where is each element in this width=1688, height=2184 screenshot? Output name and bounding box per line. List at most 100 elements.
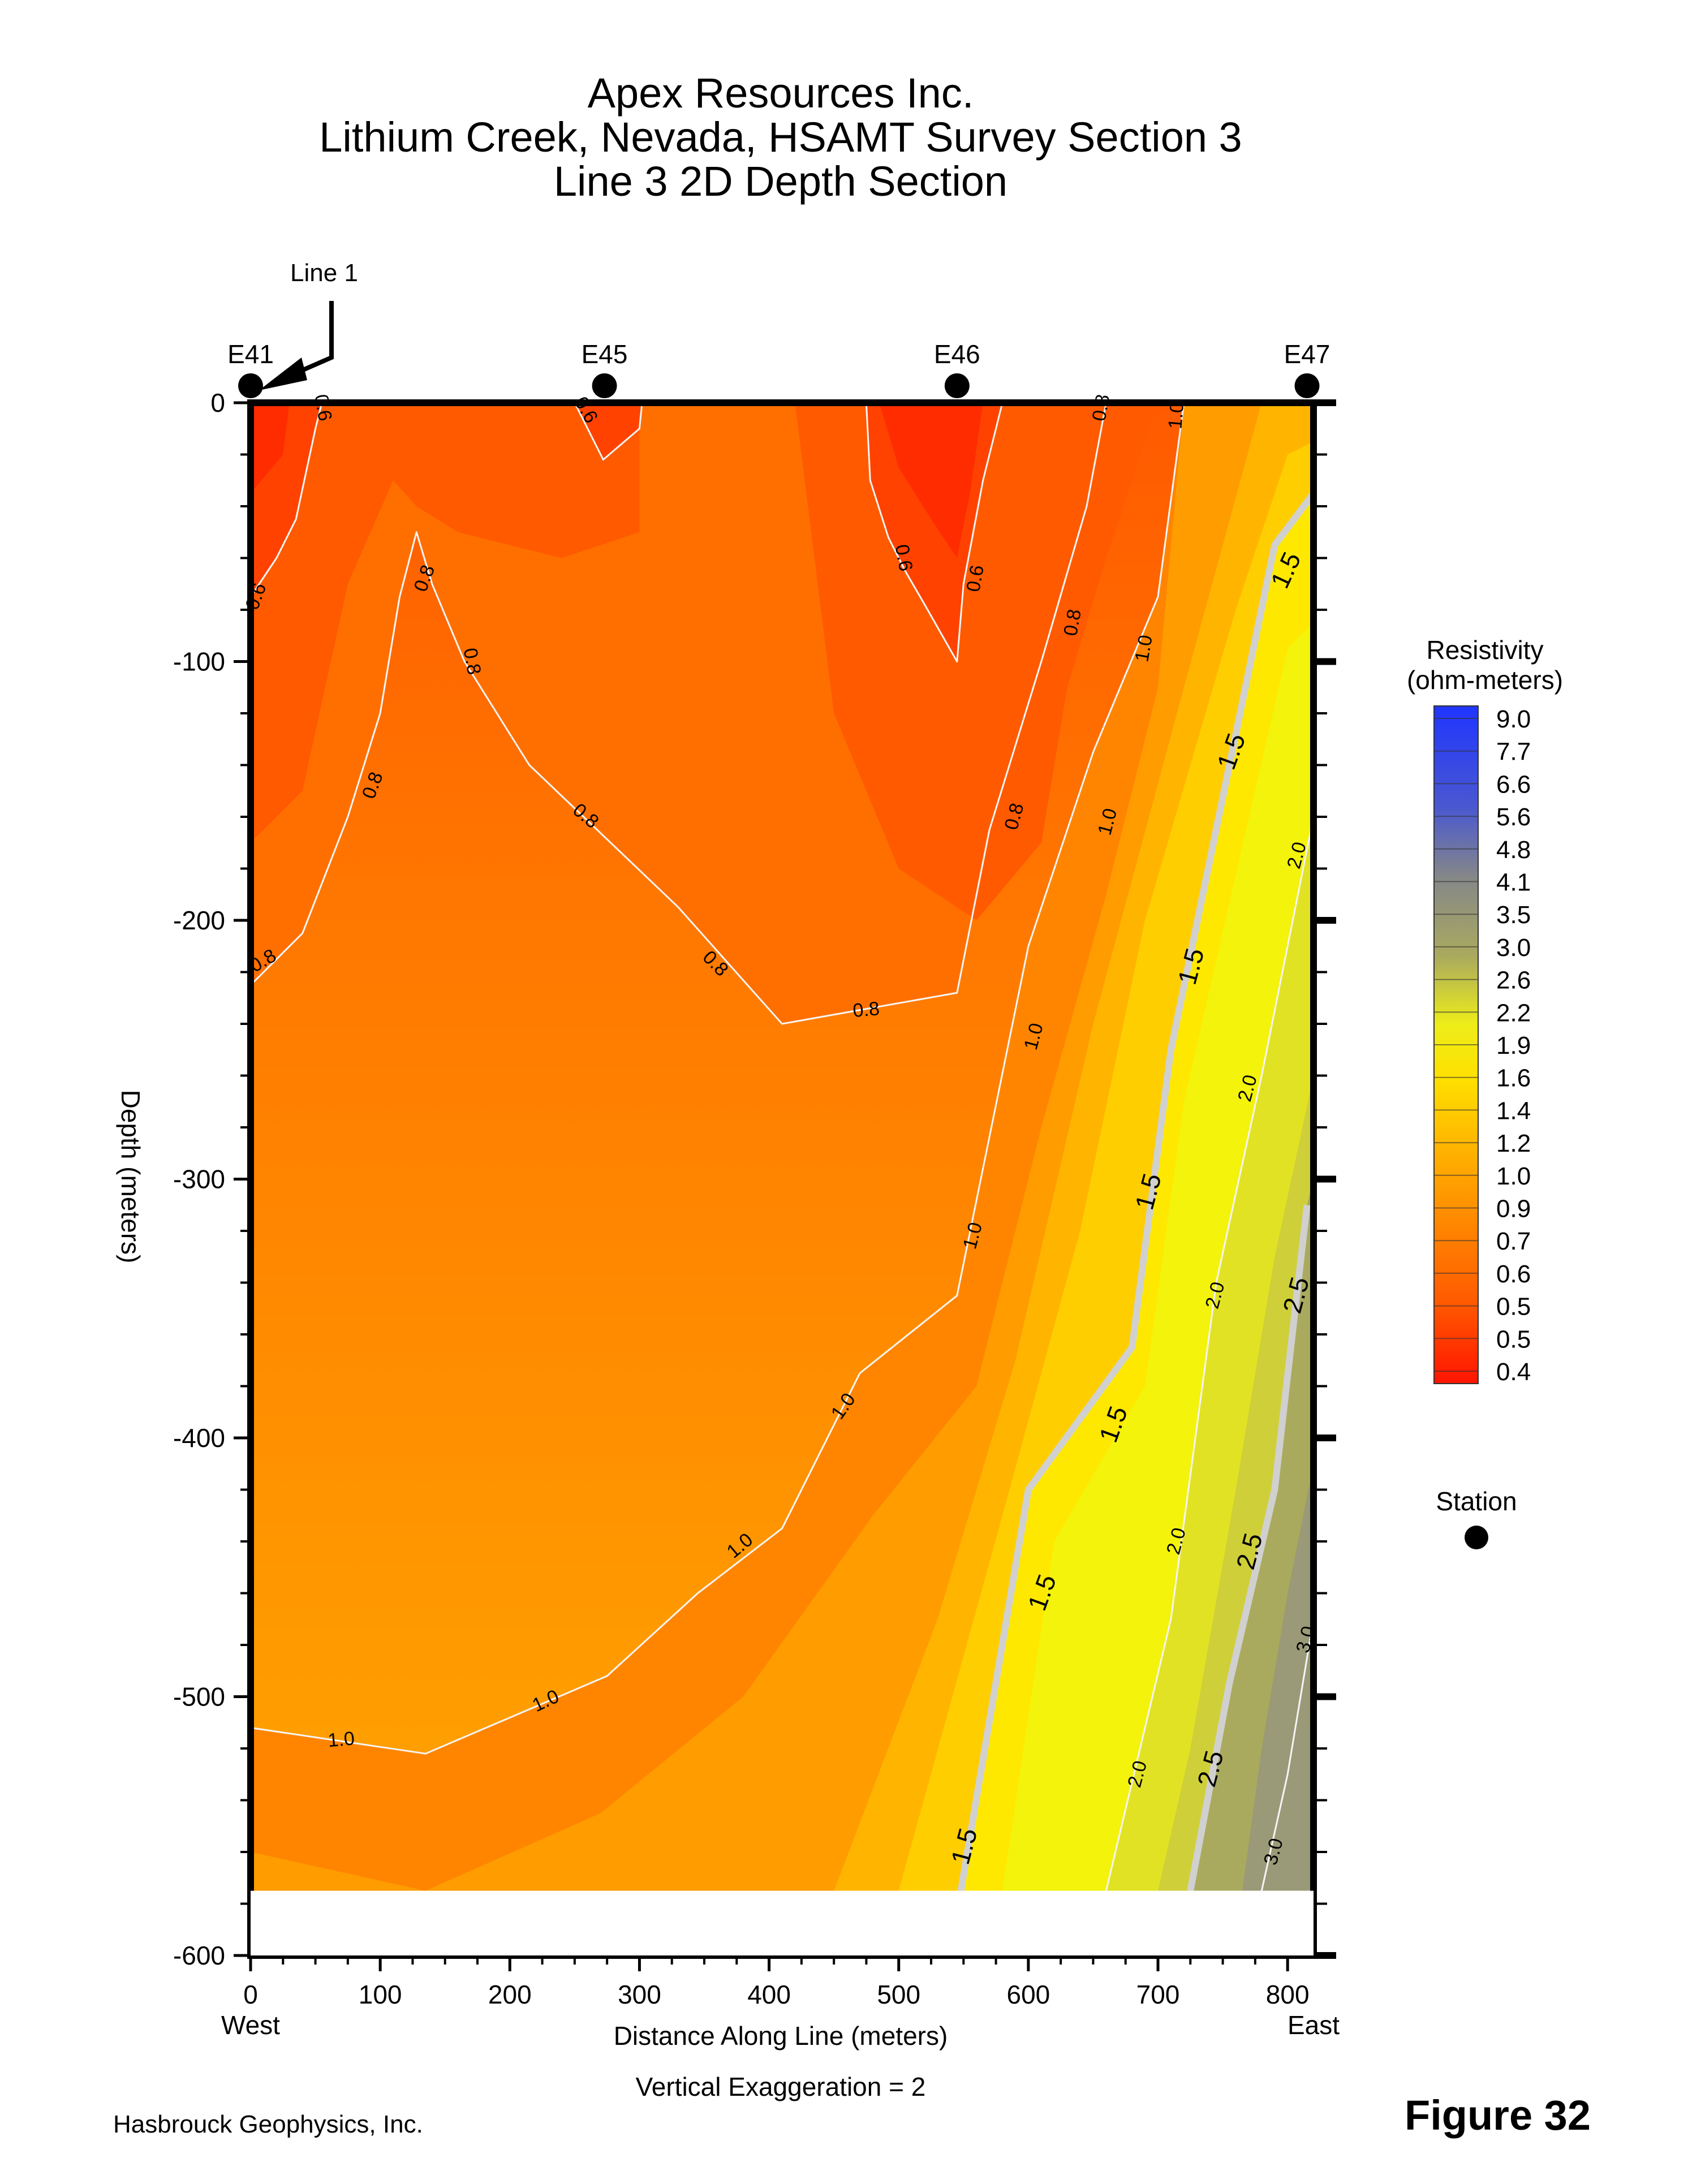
y-tick-label: -500	[173, 1682, 225, 1712]
contour-line-0-6	[574, 402, 643, 461]
contour-label: 0.8	[1088, 393, 1114, 423]
colorbar-level-label: 2.6	[1496, 967, 1531, 994]
colorbar: Resistivity (ohm-meters) 9.0 7.7 6.6 5.6 4.8…	[1407, 635, 1563, 1386]
contour-label: 0.8	[852, 998, 880, 1022]
colorbar-level-label: 0.5	[1496, 1293, 1531, 1321]
x-tick-label: 200	[488, 1980, 532, 2009]
contour-label: 0.8	[1060, 608, 1086, 637]
colorbar-title-line-2: (ohm-meters)	[1407, 665, 1563, 695]
y-axis-title: Depth (meters)	[116, 1090, 145, 1264]
chart-title-line-2: Lithium Creek, Nevada, HSAMT Survey Sect…	[319, 114, 1242, 161]
x-tick-label: 600	[1007, 1980, 1050, 2009]
x-tick-label: 300	[618, 1980, 661, 2009]
contour-line-0-6	[865, 402, 1004, 662]
resistivity-region-7	[1158, 1075, 1314, 1891]
colorbar-level-label: 3.0	[1496, 934, 1531, 962]
station-markers: E41 E45 E46 E47 Line 1	[227, 259, 1330, 398]
colorbar-level-label: 4.1	[1496, 869, 1531, 897]
colorbar-level-label: 0.9	[1496, 1195, 1531, 1223]
colorbar-level-label: 1.0	[1496, 1162, 1531, 1190]
station-dot-e45	[592, 373, 617, 398]
x-axis-west-label: West	[221, 2010, 280, 2040]
colorbar-level-label: 1.2	[1496, 1130, 1531, 1157]
station-dot-e46	[944, 373, 970, 398]
x-tick-label: 800	[1266, 1980, 1310, 2009]
y-tick-label: -400	[173, 1423, 225, 1453]
station-dot-e47	[1294, 373, 1320, 398]
resistivity-region-17	[251, 403, 290, 494]
y-tick-label: -600	[173, 1941, 225, 1970]
axis-ticks: 0 100 200 300 400 500 600 700 800 0 -100 -200 -300 -4…	[173, 388, 1336, 2009]
y-tick-label: -100	[173, 647, 225, 677]
vertical-exaggeration-note: Vertical Exaggeration = 2	[636, 2072, 926, 2101]
colorbar-level-label: 4.8	[1496, 836, 1531, 864]
contour-line-2-5	[1187, 1204, 1311, 1892]
colorbar-level-label: 0.5	[1496, 1325, 1531, 1353]
line-marker-label: Line 1	[290, 259, 358, 287]
contour-label: 0.6	[310, 393, 336, 423]
station-legend-label: Station	[1436, 1487, 1517, 1516]
x-tick-label: 500	[877, 1980, 920, 2009]
station-legend-dot	[1465, 1526, 1488, 1549]
chart-title-line-3: Line 3 2D Depth Section	[554, 158, 1007, 205]
colorbar-level-label: 1.9	[1496, 1032, 1531, 1059]
contour-line-0-8	[249, 402, 1107, 1025]
colorbar-level-label: 5.6	[1496, 803, 1531, 831]
contour-line-3-0	[1260, 1619, 1315, 1891]
y-tick-label: 0	[210, 388, 225, 417]
resistivity-region-16	[879, 403, 983, 558]
x-axis-east-label: East	[1287, 2010, 1340, 2040]
resistivity-fill	[251, 403, 1314, 1891]
colorbar-level-label: 6.6	[1496, 770, 1531, 798]
resistivity-region-11	[251, 403, 640, 843]
station-dot-e41	[238, 373, 263, 398]
colorbar-title-line-1: Resistivity	[1426, 635, 1543, 665]
colorbar-level-label: 3.5	[1496, 901, 1531, 929]
colorbar-level-label: 0.6	[1496, 1260, 1531, 1288]
colorbar-level-label: 0.7	[1496, 1227, 1531, 1255]
y-tick-label: -200	[173, 906, 225, 935]
x-tick-label: 0	[243, 1980, 258, 2009]
contour-line-1-0	[250, 402, 1185, 1755]
contour-line-2-0	[1105, 816, 1315, 1891]
credit-text: Hasbrouck Geophysics, Inc.	[113, 2110, 423, 2138]
x-axis-title: Distance Along Line (meters)	[614, 2021, 948, 2051]
plot-area: 0.60.6 0.60.60.60.80.80.80.80.80.80.80.80…	[173, 259, 1336, 2009]
line-marker-arrow-head	[259, 357, 307, 390]
colorbar-level-label: 7.7	[1496, 738, 1531, 766]
station-label-e46: E46	[934, 339, 980, 369]
colorbar-level-label: 2.2	[1496, 999, 1531, 1027]
resistivity-region-12	[795, 403, 1158, 920]
contour-label: 0.6	[962, 563, 988, 593]
x-tick-label: 700	[1136, 1980, 1180, 2009]
resistivity-region-5	[1002, 622, 1314, 1891]
colorbar-level-label: 1.6	[1496, 1065, 1531, 1092]
resistivity-region-3	[898, 441, 1314, 1891]
resistivity-region-4	[961, 493, 1314, 1891]
chart-title-line-1: Apex Resources Inc.	[588, 70, 974, 117]
resistivity-region-6	[1106, 817, 1314, 1891]
contour-label: 0.8	[459, 647, 485, 677]
station-label-e41: E41	[227, 339, 274, 369]
resistivity-fill-regions	[251, 403, 1314, 1891]
station-label-e45: E45	[582, 339, 628, 369]
contour-label: 1.0	[1131, 634, 1157, 664]
x-tick-label: 400	[747, 1980, 791, 2009]
colorbar-labels: 9.0 7.7 6.6 5.6 4.8 4.1 3.5 3.0 2.6 2.2 1.9 1.6 1.4 1…	[1496, 705, 1531, 1386]
colorbar-level-label: 1.4	[1496, 1097, 1531, 1125]
contour-label: 0.6	[891, 543, 917, 573]
contour-label: 1.0	[327, 1728, 355, 1751]
x-tick-label: 100	[359, 1980, 402, 2009]
contour-line-0-6	[249, 402, 323, 597]
resistivity-region-14	[574, 403, 642, 460]
contour-line-1-5	[957, 491, 1316, 1892]
colorbar-level-label: 0.4	[1496, 1358, 1531, 1386]
resistivity-region-9	[1242, 1463, 1314, 1891]
y-tick-label: -300	[173, 1165, 225, 1194]
colorbar-level-lines	[1434, 718, 1478, 1372]
no-data-strip	[251, 1890, 1314, 1955]
colorbar-level-label: 9.0	[1496, 705, 1531, 733]
station-label-e47: E47	[1284, 339, 1330, 369]
figure-label: Figure 32	[1405, 2092, 1591, 2139]
